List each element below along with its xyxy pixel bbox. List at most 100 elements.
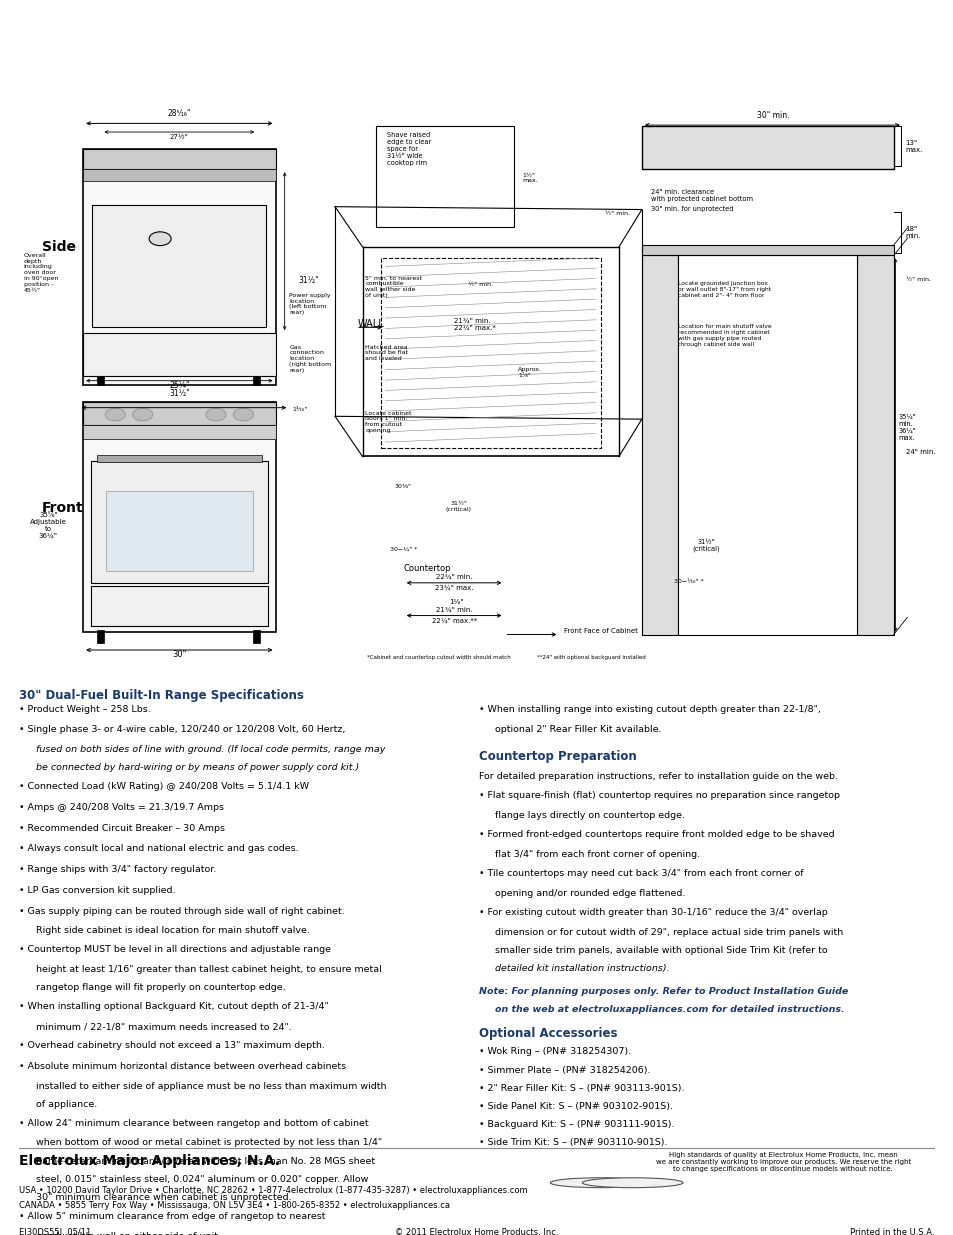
Text: 1½"
max.: 1½" max. [522,173,538,183]
Text: Front Face of Cabinet: Front Face of Cabinet [563,627,638,634]
Text: Overall
depth
including
oven door
in 90°open
position –
45½": Overall depth including oven door in 90°… [24,253,58,293]
Text: flat 3/4" from each front corner of opening.: flat 3/4" from each front corner of open… [495,850,700,860]
Text: minimum / 22-1/8" maximum needs increased to 24".: minimum / 22-1/8" maximum needs increase… [35,1023,291,1031]
Bar [91,585,268,626]
Text: EI30DS55J  05/11: EI30DS55J 05/11 [19,1228,91,1235]
Text: CANADA • 5855 Terry Fox Way • Mississauga, ON L5V 3E4 • 1-800-265-8352 • electro: CANADA • 5855 Terry Fox Way • Mississaug… [19,1200,450,1210]
Text: Location for main shutoff valve
recommended in right cabinet
with gas supply pip: Location for main shutoff valve recommen… [678,325,771,347]
Circle shape [132,409,152,421]
Text: rangetop flange will fit properly on countertop edge.: rangetop flange will fit properly on cou… [35,983,285,992]
Text: 35¼"
min.
36¼"
max.: 35¼" min. 36¼" max. [898,414,915,441]
Text: 30" min. for unprotected: 30" min. for unprotected [650,206,733,211]
Text: • Wok Ring – (PN# 318254307).: • Wok Ring – (PN# 318254307). [478,1047,630,1056]
Text: ½" min.: ½" min. [467,282,493,287]
Text: Right side cabinet is ideal location for main shutoff valve.: Right side cabinet is ideal location for… [35,926,309,935]
Circle shape [550,1178,650,1188]
Bar [97,631,104,643]
Text: on the web at electroluxappliances.com for detailed instructions.: on the web at electroluxappliances.com f… [495,1005,844,1014]
Text: Note: For planning purposes only. Refer to Product Installation Guide: Note: For planning purposes only. Refer … [478,987,847,995]
Text: optional 2" Rear Filler Kit available.: optional 2" Rear Filler Kit available. [495,725,661,734]
Text: • Allow 24" minimum clearance between rangetop and bottom of cabinet: • Allow 24" minimum clearance between ra… [19,1119,368,1128]
Text: Hatched area
should be flat
and leveled: Hatched area should be flat and leveled [365,345,408,361]
Bar [97,377,104,385]
Text: • Backguard Kit: S – (PN# 903111-901S).: • Backguard Kit: S – (PN# 903111-901S). [478,1120,674,1129]
Text: • Flat square-finish (flat) countertop requires no preparation since rangetop: • Flat square-finish (flat) countertop r… [478,792,839,800]
Bar [106,492,253,572]
Text: 30" minimum clearance when cabinet is unprotected.: 30" minimum clearance when cabinet is un… [35,1193,291,1202]
Bar [83,425,275,440]
Text: 30−¹⁄₁₆" *: 30−¹⁄₁₆" * [673,579,703,584]
Text: 31½"
(critical): 31½" (critical) [445,501,471,513]
Text: Gas
connection
location
(right bottom
rear): Gas connection location (right bottom re… [289,345,331,373]
Text: Countertop Preparation: Countertop Preparation [478,750,636,763]
Text: 21¾" min.: 21¾" min. [436,606,472,613]
Text: 24" min.: 24" min. [904,448,934,454]
Text: 24" min. clearance
with protected cabinet bottom: 24" min. clearance with protected cabine… [650,189,752,203]
Text: 1³⁄₁₆": 1³⁄₁₆" [292,406,307,411]
Bar [83,169,275,180]
FancyBboxPatch shape [375,126,513,227]
Text: High standards of quality at Electrolux Home Products, Inc. mean
we are constant: High standards of quality at Electrolux … [655,1152,910,1172]
Text: be connected by hard-wiring or by means of power supply cord kit.): be connected by hard-wiring or by means … [35,763,358,772]
Text: Power supply
location
(left bottom
rear): Power supply location (left bottom rear) [289,293,331,315]
Text: • Gas supply piping can be routed through side wall of right cabinet.: • Gas supply piping can be routed throug… [19,906,344,915]
Text: combustible wall on either side of unit.: combustible wall on either side of unit. [35,1231,220,1235]
Text: Front: Front [42,501,84,515]
Bar [641,126,893,169]
Bar [253,377,259,385]
Text: • Tile countertops may need cut back 3/4" from each front corner of: • Tile countertops may need cut back 3/4… [478,869,802,878]
Text: EI30DS55J S: EI30DS55J S [24,69,95,79]
Text: 22¾" min.: 22¾" min. [436,574,472,579]
Text: For detailed preparation instructions, refer to installation guide on the web.: For detailed preparation instructions, r… [478,772,837,781]
Text: 22¼" max.**: 22¼" max.** [431,618,476,624]
Bar [83,401,275,631]
Text: 35⁵⁄₈"
Adjustable
to
36¼": 35⁵⁄₈" Adjustable to 36¼" [30,511,67,538]
Text: **24" with optional backguard installed: **24" with optional backguard installed [536,656,644,661]
Bar [641,256,678,635]
Text: 5" min. to nearest
combustible
wall (either side
of unit): 5" min. to nearest combustible wall (eit… [365,275,422,298]
Text: • Side Panel Kit: S – (PN# 903102-901S).: • Side Panel Kit: S – (PN# 903102-901S). [478,1102,672,1110]
Text: when bottom of wood or metal cabinet is protected by not less than 1/4": when bottom of wood or metal cabinet is … [35,1139,381,1147]
Text: © 2011 Electrolux Home Products, Inc.: © 2011 Electrolux Home Products, Inc. [395,1228,558,1235]
Text: ½" min.: ½" min. [904,278,929,283]
Text: WALL: WALL [357,320,384,330]
Text: • 2" Rear Filler Kit: S – (PN# 903113-901S).: • 2" Rear Filler Kit: S – (PN# 903113-90… [478,1083,683,1093]
Circle shape [105,409,125,421]
Text: • Formed front-edged countertops require front molded edge to be shaved: • Formed front-edged countertops require… [478,830,834,840]
Text: 25¼": 25¼" [169,380,190,389]
Text: • LP Gas conversion kit supplied.: • LP Gas conversion kit supplied. [19,885,175,895]
Text: ½" min.: ½" min. [604,211,630,216]
Text: Printed in the U.S.A.: Printed in the U.S.A. [849,1228,934,1235]
Bar [856,256,893,635]
Text: • Product Weight – 258 Lbs.: • Product Weight – 258 Lbs. [19,705,151,714]
Bar [253,631,259,643]
Bar [83,333,275,377]
Text: fused on both sides of line with ground. (If local code permits, range may: fused on both sides of line with ground.… [35,745,385,755]
Text: of appliance.: of appliance. [35,1099,96,1109]
Text: 30" Dual-Fuel Built-In Range Specifications: 30" Dual-Fuel Built-In Range Specificati… [19,689,304,701]
Text: Approx.
1⁷⁄₈": Approx. 1⁷⁄₈" [517,368,541,378]
Text: 31½": 31½" [169,389,190,398]
Text: • For existing cutout width greater than 30-1/16" reduce the 3/4" overlap: • For existing cutout width greater than… [478,908,826,916]
Bar [83,149,275,385]
Text: 30⅛": 30⅛" [395,484,411,489]
Text: 18"
min.: 18" min. [904,226,921,240]
Circle shape [233,409,253,421]
Text: 23¾" max.: 23¾" max. [435,585,473,592]
Text: • Absolute minimum horizontal distance between overhead cabinets: • Absolute minimum horizontal distance b… [19,1062,346,1071]
Text: ⊡ Electrolux: ⊡ Electrolux [721,32,929,61]
Text: 31½": 31½" [298,277,318,285]
Text: Locate cabinet
doors 1" min.
from cutout
opening: Locate cabinet doors 1" min. from cutout… [365,410,412,433]
Text: 30−¼" *: 30−¼" * [390,547,416,552]
Bar [83,401,275,425]
Text: Locate grounded junction box
or wall outlet 8"-17" from right
cabinet and 2"- 4": Locate grounded junction box or wall out… [678,282,771,298]
Text: Countertop: Countertop [403,564,451,573]
Text: Optional Accessories: Optional Accessories [478,1026,617,1040]
Text: • Amps @ 240/208 Volts = 21.3/19.7 Amps: • Amps @ 240/208 Volts = 21.3/19.7 Amps [19,803,224,813]
Text: Dual-Fuel Built-In Range: Dual-Fuel Built-In Range [24,23,342,51]
Text: • When installing optional Backguard Kit, cutout depth of 21-3/4": • When installing optional Backguard Kit… [19,1003,329,1011]
Circle shape [581,1178,682,1188]
Text: flange lays directly on countertop edge.: flange lays directly on countertop edge. [495,811,684,820]
Text: detailed kit installation instructions).: detailed kit installation instructions). [495,963,669,973]
Text: USA • 10200 David Taylor Drive • Charlotte, NC 28262 • 1-877-4electrolux (1-877-: USA • 10200 David Taylor Drive • Charlot… [19,1187,527,1195]
